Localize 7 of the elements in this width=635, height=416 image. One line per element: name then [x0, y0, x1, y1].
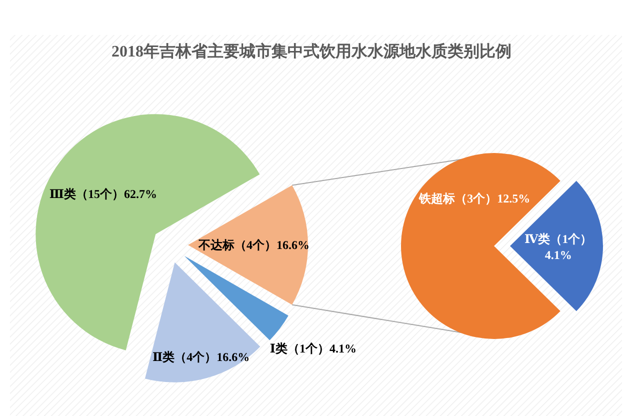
chart-title: 2018年吉林省主要城市集中式饮用水水源地水质类别比例	[112, 42, 512, 60]
slice-label: 铁超标（3个）12.5%	[419, 192, 530, 206]
slice-label: 不达标（4个）16.6%	[198, 238, 310, 252]
slice-label: Ⅳ类（1个） 4.1%	[524, 232, 592, 262]
slice-label: Ⅰ类（1个）4.1%	[270, 342, 356, 356]
slice-label: Ⅱ类（4个）16.6%	[152, 350, 250, 364]
slice-label: Ⅲ类（15个）62.7%	[49, 187, 157, 202]
